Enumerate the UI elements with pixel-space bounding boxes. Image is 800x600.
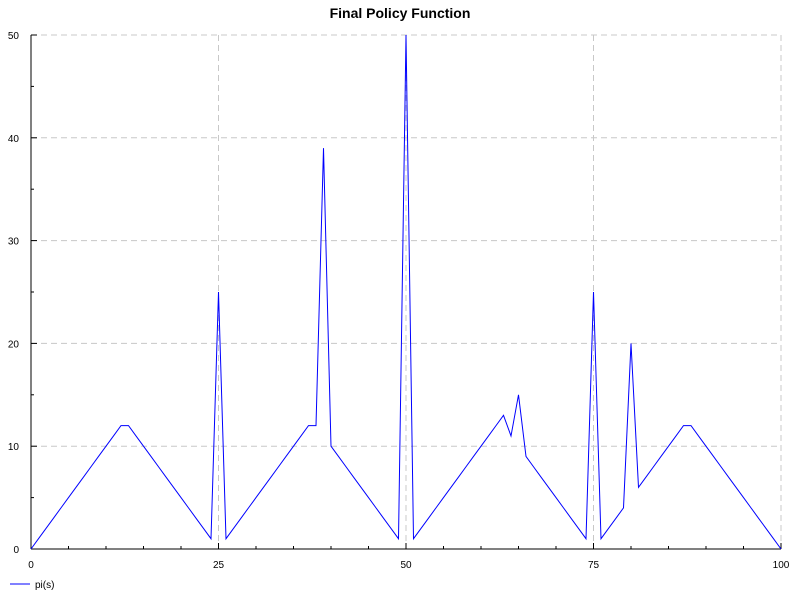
y-tick-label: 0 [13,545,19,556]
x-tick-label: 50 [400,560,412,571]
y-tick-label: 10 [8,442,20,453]
x-tick-label: 75 [588,560,600,571]
series-layer [30,34,782,550]
axis-ticks: 0 25 50 75 100 0 10 20 30 40 50 [8,31,790,571]
chart-title: Final Policy Function [330,5,471,21]
series-line [30,34,782,550]
y-tick-label: 50 [8,31,20,42]
y-tick-label: 40 [8,134,20,145]
legend: pi(s) [10,580,54,591]
x-tick-label: 100 [773,560,790,571]
x-tick-label: 25 [213,560,225,571]
y-tick-label: 30 [8,237,20,248]
legend-label: pi(s) [35,580,54,591]
y-tick-label: 20 [8,339,20,350]
plot-axes [30,35,781,550]
x-tick-label: 0 [28,560,34,571]
grid-lines [31,34,782,549]
